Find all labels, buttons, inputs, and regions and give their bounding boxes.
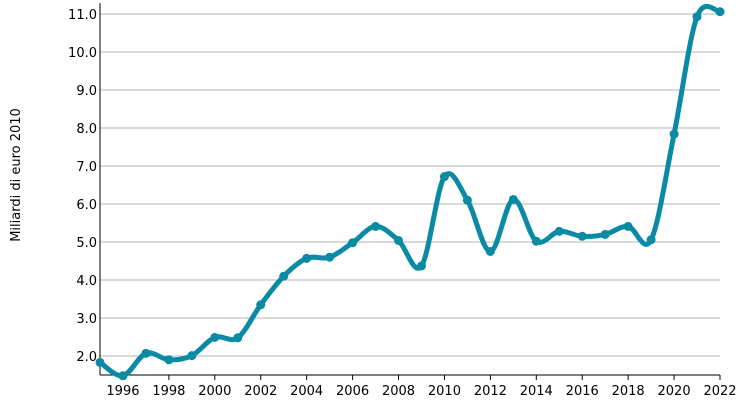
data-point-2003 (279, 271, 289, 281)
data-point-1996 (118, 371, 128, 381)
y-tick-label: 5.0 (76, 236, 97, 251)
data-point-2014 (531, 236, 541, 246)
y-tick-label: 4.0 (76, 274, 97, 289)
axes (99, 3, 720, 376)
data-point-2000 (210, 332, 220, 342)
data-point-2009 (416, 261, 426, 271)
data-points (95, 7, 725, 381)
y-axis-label: Miliardi di euro 2010 (9, 108, 24, 242)
y-tick-label: 11.0 (68, 8, 97, 23)
grid-lines (100, 13, 720, 357)
data-point-2008 (394, 235, 404, 245)
data-point-1995 (95, 357, 105, 367)
data-point-2006 (348, 238, 358, 248)
data-point-2018 (623, 221, 633, 231)
series-line (97, 3, 723, 379)
x-tick-label: 2000 (198, 384, 231, 399)
data-point-2017 (600, 229, 610, 239)
data-point-2020 (669, 129, 679, 139)
data-point-2010 (439, 172, 449, 182)
x-tick-label: 2006 (336, 384, 369, 399)
data-point-2012 (485, 247, 495, 256)
data-point-2021 (692, 12, 702, 22)
x-axis-ticks: 1996 1998 2000 2002 2004 2006 2008 2010 2012 2014… (106, 375, 737, 399)
x-tick-label: 1998 (152, 384, 185, 399)
data-point-2004 (302, 253, 312, 263)
series-path (97, 3, 723, 379)
x-tick-label: 2008 (382, 384, 415, 399)
data-point-2022 (715, 7, 725, 17)
x-tick-label: 2018 (612, 384, 645, 399)
y-tick-label: 10.0 (68, 46, 97, 61)
y-axis-ticks: 2.0 3.0 4.0 5.0 6.0 7.0 8.0 9.0 10.0 11.0 (68, 8, 97, 365)
data-point-2007 (371, 221, 381, 231)
y-tick-label: 2.0 (76, 350, 97, 365)
y-tick-label: 6.0 (76, 198, 97, 213)
y-tick-label: 8.0 (76, 122, 97, 137)
data-point-1997 (141, 348, 151, 358)
y-tick-label: 7.0 (76, 160, 97, 175)
data-point-2013 (508, 194, 518, 204)
x-tick-label: 1996 (106, 384, 139, 399)
y-tick-label: 3.0 (76, 312, 97, 327)
data-point-2019 (646, 235, 656, 245)
data-point-2015 (554, 226, 564, 236)
x-tick-label: 2014 (520, 384, 553, 399)
data-point-2002 (256, 300, 266, 310)
y-tick-label: 9.0 (76, 84, 97, 99)
data-point-1999 (187, 351, 197, 361)
x-tick-label: 2012 (474, 384, 507, 399)
data-point-2016 (577, 231, 587, 241)
x-tick-label: 2016 (566, 384, 599, 399)
data-point-2001 (233, 333, 243, 343)
data-point-2005 (325, 252, 335, 262)
data-point-1998 (164, 355, 174, 365)
x-tick-label: 2002 (244, 384, 277, 399)
x-tick-label: 2022 (703, 384, 736, 399)
data-point-2011 (462, 195, 472, 205)
x-tick-label: 2010 (428, 384, 461, 399)
x-tick-label: 2020 (658, 384, 691, 399)
x-tick-label: 2004 (290, 384, 323, 399)
